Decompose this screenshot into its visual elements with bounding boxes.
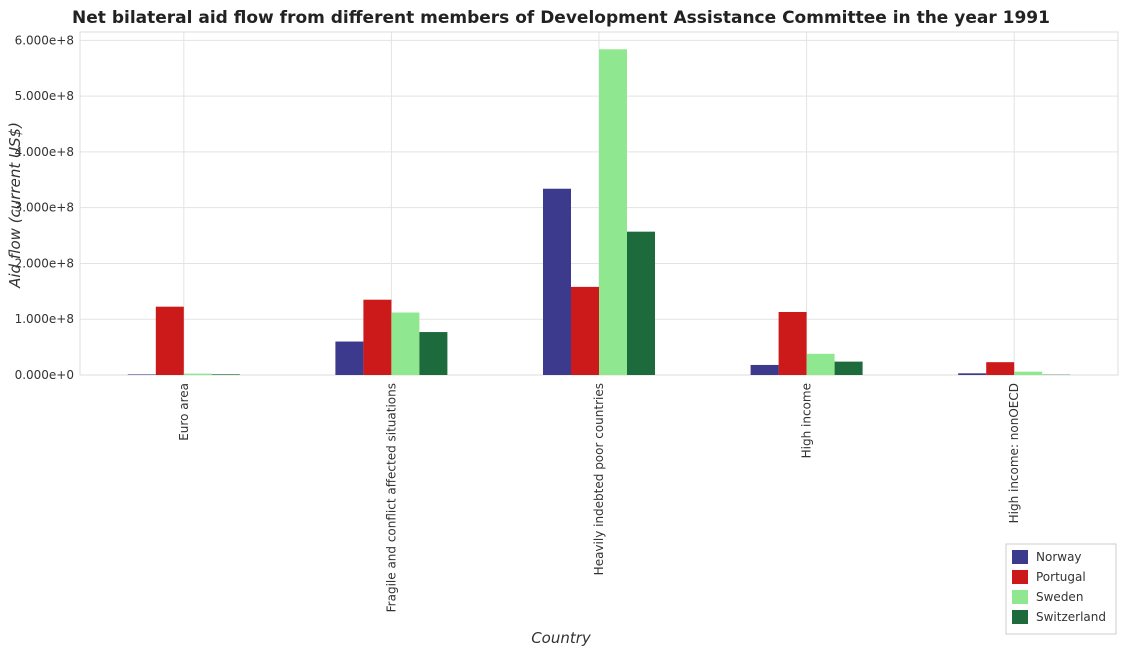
legend-swatch — [1012, 570, 1028, 584]
y-tick-label: 6.000e+8 — [15, 33, 74, 47]
legend-label: Sweden — [1036, 590, 1083, 604]
bar — [543, 189, 571, 375]
x-axis-label: Country — [531, 629, 592, 647]
bar — [779, 312, 807, 375]
bar — [391, 313, 419, 375]
y-tick-label: 4.000e+8 — [15, 145, 74, 159]
bar — [807, 354, 835, 375]
bar — [958, 373, 986, 375]
y-tick-label: 3.000e+8 — [15, 201, 74, 215]
legend-swatch — [1012, 550, 1028, 564]
x-tick-label: Euro area — [177, 383, 191, 441]
bar — [627, 232, 655, 375]
bar — [1014, 372, 1042, 375]
bar — [335, 342, 363, 375]
bar — [212, 374, 240, 375]
y-tick-label: 2.000e+8 — [15, 256, 74, 270]
bar — [986, 362, 1014, 375]
y-tick-label: 1.000e+8 — [15, 312, 74, 326]
x-tick-label: High income: nonOECD — [1007, 383, 1021, 523]
bar — [184, 374, 212, 375]
bar — [835, 362, 863, 375]
legend-label: Switzerland — [1036, 610, 1106, 624]
legend-label: Norway — [1036, 550, 1082, 564]
x-tick-label: High income — [800, 383, 814, 458]
legend-swatch — [1012, 610, 1028, 624]
chart-title: Net bilateral aid flow from different me… — [72, 8, 1050, 28]
y-tick-label: 0.000e+0 — [15, 368, 74, 382]
x-tick-label: Heavily indebted poor countries — [592, 383, 606, 575]
bar — [363, 300, 391, 375]
bar — [751, 365, 779, 375]
x-tick-label: Fragile and conflict affected situations — [384, 383, 398, 612]
bar — [156, 307, 184, 375]
bar — [419, 332, 447, 375]
bar — [599, 49, 627, 375]
bar — [128, 374, 156, 375]
legend-label: Portugal — [1036, 570, 1086, 584]
bar — [571, 287, 599, 375]
y-tick-label: 5.000e+8 — [15, 89, 74, 103]
legend-swatch — [1012, 590, 1028, 604]
